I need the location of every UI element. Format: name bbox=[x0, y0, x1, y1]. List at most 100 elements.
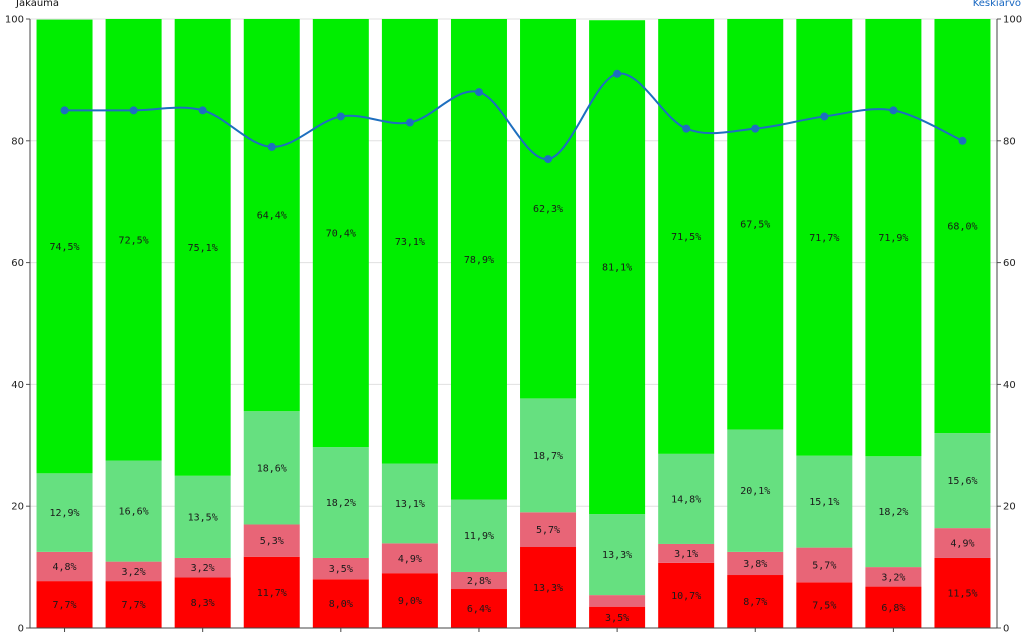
bar-segment-4 bbox=[727, 19, 784, 430]
bar-segment-3 bbox=[381, 463, 438, 544]
average-point bbox=[889, 106, 898, 115]
data-label: 3,2% bbox=[881, 572, 905, 583]
right-y-tick-label: 80 bbox=[1003, 136, 1016, 147]
data-label: 13,5% bbox=[188, 512, 218, 523]
left-y-tick-label: 60 bbox=[11, 258, 24, 269]
data-label: 73,1% bbox=[395, 237, 425, 248]
data-label: 3,2% bbox=[122, 567, 146, 578]
bar-segment-1 bbox=[520, 547, 577, 628]
data-label: 10,7% bbox=[671, 591, 701, 602]
bar-segment-2 bbox=[727, 551, 784, 576]
bar-segment-2 bbox=[243, 524, 300, 557]
data-label: 71,5% bbox=[671, 232, 701, 243]
data-label: 20,1% bbox=[740, 486, 770, 497]
data-label: 13,1% bbox=[395, 499, 425, 510]
bar-segment-1 bbox=[796, 582, 853, 628]
average-line bbox=[64, 72, 963, 161]
right-y-tick-label: 60 bbox=[1003, 258, 1016, 269]
data-label: 18,2% bbox=[878, 507, 908, 518]
average-point bbox=[405, 118, 414, 127]
data-label: 5,7% bbox=[812, 560, 836, 571]
data-label: 3,2% bbox=[191, 563, 215, 574]
bar-segment-1 bbox=[865, 586, 922, 628]
data-label: 71,7% bbox=[809, 233, 839, 244]
bar-segment-3 bbox=[243, 411, 300, 525]
right-y-tick-label: 100 bbox=[1003, 15, 1022, 26]
bar-segment-3 bbox=[589, 514, 646, 596]
data-label: 7,7% bbox=[52, 600, 76, 611]
left-y-tick-label: 20 bbox=[11, 502, 24, 513]
data-label: 8,0% bbox=[329, 599, 353, 610]
bar-segment-2 bbox=[589, 595, 646, 607]
bar-segment-3 bbox=[105, 460, 162, 562]
bar-segment-3 bbox=[934, 433, 991, 529]
bar-segment-4 bbox=[658, 19, 715, 454]
bar-segment-4 bbox=[589, 20, 646, 515]
left-axis-title: Jakauma bbox=[16, 0, 60, 9]
data-label: 8,7% bbox=[743, 597, 767, 608]
data-label: 13,3% bbox=[533, 583, 563, 594]
average-point bbox=[544, 155, 553, 164]
data-label: 67,5% bbox=[740, 220, 770, 231]
data-label: 18,2% bbox=[326, 498, 356, 509]
bar-segment-2 bbox=[520, 512, 577, 548]
average-point bbox=[820, 112, 829, 121]
average-point bbox=[474, 88, 483, 97]
data-label: 14,8% bbox=[671, 494, 701, 505]
left-y-tick-label: 100 bbox=[5, 15, 24, 26]
bar-segment-3 bbox=[450, 499, 507, 572]
right-y-tick-label: 20 bbox=[1003, 502, 1016, 513]
bar-segment-3 bbox=[865, 456, 922, 568]
data-label: 15,6% bbox=[947, 476, 977, 487]
data-label: 64,4% bbox=[257, 211, 287, 222]
bar-segment-2 bbox=[934, 528, 991, 558]
bar-segment-2 bbox=[105, 561, 162, 582]
average-point bbox=[751, 124, 760, 133]
data-label: 11,7% bbox=[257, 588, 287, 599]
data-label: 62,3% bbox=[533, 204, 563, 215]
average-point bbox=[613, 69, 622, 78]
data-label: 70,4% bbox=[326, 229, 356, 240]
data-label: 3,5% bbox=[329, 564, 353, 575]
bar-segment-1 bbox=[450, 589, 507, 628]
bar-segment-2 bbox=[450, 571, 507, 590]
data-label: 15,1% bbox=[809, 497, 839, 508]
bar-segment-4 bbox=[243, 19, 300, 412]
left-y-tick-label: 80 bbox=[11, 136, 24, 147]
bar-segment-1 bbox=[934, 557, 991, 628]
bar-segment-1 bbox=[105, 581, 162, 628]
data-label: 71,9% bbox=[878, 233, 908, 244]
data-label: 8,3% bbox=[191, 598, 215, 609]
data-label: 4,8% bbox=[52, 562, 76, 573]
data-label: 12,9% bbox=[49, 508, 79, 519]
data-label: 6,8% bbox=[881, 603, 905, 614]
bar-segment-1 bbox=[312, 579, 369, 628]
bar-segment-1 bbox=[36, 581, 93, 628]
bar-segment-3 bbox=[727, 429, 784, 552]
average-point bbox=[682, 124, 691, 133]
data-label: 81,1% bbox=[602, 263, 632, 274]
bar-segment-4 bbox=[105, 19, 162, 461]
bar-segment-3 bbox=[520, 398, 577, 513]
data-label: 74,5% bbox=[49, 242, 79, 253]
data-label: 78,9% bbox=[464, 255, 494, 266]
data-label: 9,0% bbox=[398, 596, 422, 607]
average-point bbox=[958, 136, 967, 145]
data-label: 13,3% bbox=[602, 550, 632, 561]
data-label: 18,7% bbox=[533, 451, 563, 462]
bar-segment-1 bbox=[243, 556, 300, 628]
data-label: 3,5% bbox=[605, 613, 629, 624]
bar-segment-1 bbox=[727, 575, 784, 628]
right-y-tick-label: 0 bbox=[1003, 624, 1009, 635]
average-point bbox=[198, 106, 207, 115]
data-label: 4,9% bbox=[950, 539, 974, 550]
bar-segment-4 bbox=[312, 19, 369, 448]
average-point bbox=[336, 112, 345, 121]
bar-segment-2 bbox=[381, 543, 438, 574]
bar-segment-4 bbox=[796, 19, 853, 456]
bar-segment-3 bbox=[312, 447, 369, 558]
bar-segment-4 bbox=[381, 19, 438, 464]
bar-segment-3 bbox=[796, 455, 853, 548]
bar-segment-1 bbox=[658, 562, 715, 628]
